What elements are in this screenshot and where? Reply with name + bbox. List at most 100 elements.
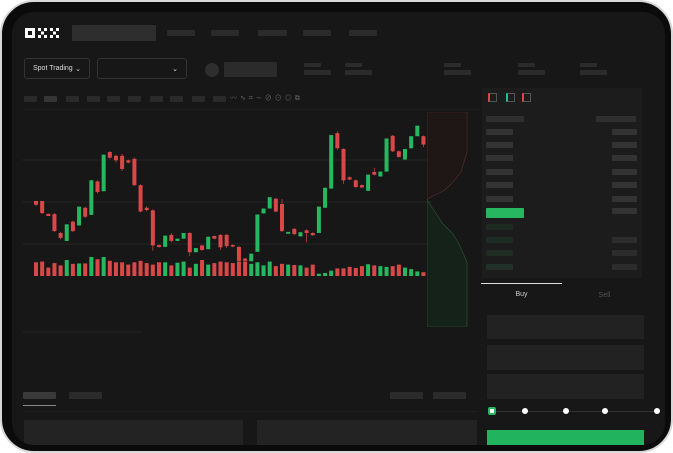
coin-icon — [205, 63, 219, 77]
fullscreen-icon[interactable]: ⧉ — [294, 95, 303, 102]
nav-item[interactable] — [303, 30, 331, 36]
slider-step-50[interactable] — [563, 408, 569, 414]
volume-bar — [126, 264, 131, 276]
volume-bar — [120, 262, 125, 276]
timeframe-button[interactable] — [24, 96, 37, 102]
filter-button[interactable] — [433, 392, 466, 399]
volume-bar — [304, 267, 309, 276]
nav-item[interactable] — [211, 30, 239, 36]
volume-bar — [243, 261, 248, 276]
tab-order-history[interactable] — [69, 392, 102, 399]
draw-line-icon[interactable]: ∼ — [255, 95, 265, 102]
orderbook-asks-icon[interactable] — [522, 93, 531, 102]
settings-icon[interactable]: ⊙ — [274, 95, 285, 102]
candle-body — [261, 208, 266, 214]
ask-size — [612, 129, 637, 135]
timeframe-button[interactable] — [107, 96, 120, 102]
percent-slider[interactable] — [488, 407, 660, 415]
candle-body — [126, 160, 131, 163]
timeframe-button[interactable] — [150, 96, 163, 102]
chart-tool-icons[interactable]: 〰∿⌗∼⊘⊙◎⧉ — [230, 93, 303, 103]
candlestick-chart[interactable] — [22, 112, 432, 372]
pair-dropdown[interactable]: ⌄ — [97, 58, 187, 79]
amount-input[interactable] — [487, 345, 644, 370]
tab-buy[interactable]: Buy — [515, 291, 528, 298]
candle-body — [292, 228, 297, 235]
timeframe-button[interactable] — [128, 96, 141, 102]
timeframe-button[interactable] — [44, 96, 57, 102]
volume-bar — [316, 273, 321, 276]
tab-open-orders[interactable] — [23, 392, 56, 399]
nav-item[interactable] — [258, 30, 287, 36]
volume-bar — [83, 263, 88, 276]
volume-bar — [46, 267, 51, 276]
volume-bar — [175, 262, 180, 276]
tab-sell[interactable]: Sell — [598, 292, 611, 299]
nav-item[interactable] — [349, 30, 377, 36]
stat-label — [580, 63, 597, 67]
candle-body — [46, 213, 51, 217]
slider-step-100[interactable] — [654, 408, 660, 414]
indicator-icon[interactable]: 〰 — [230, 95, 240, 102]
volume-bar — [113, 262, 118, 276]
buy-button[interactable] — [487, 430, 644, 445]
volume-bar — [261, 265, 266, 276]
slider-step-25[interactable] — [522, 408, 528, 414]
candle-body — [409, 136, 414, 149]
stat-value — [304, 70, 331, 75]
candle-body — [273, 198, 278, 212]
screenshot-icon[interactable]: ◎ — [284, 95, 295, 102]
orderbook-both-icon[interactable] — [488, 93, 497, 102]
timeframe-button[interactable] — [87, 96, 100, 102]
timeframe-button[interactable] — [213, 96, 226, 102]
slider-step-75[interactable] — [602, 408, 608, 414]
total-input[interactable] — [487, 374, 644, 399]
search-bar[interactable] — [72, 25, 156, 41]
bid-size — [612, 250, 637, 256]
candle-body — [206, 236, 211, 250]
candle-body — [298, 232, 303, 237]
ask-price — [486, 196, 513, 202]
ask-depth-area — [427, 112, 468, 201]
filter-button[interactable] — [390, 392, 423, 399]
slider-handle[interactable] — [488, 407, 496, 415]
candle-body — [236, 246, 241, 261]
volume-bar — [372, 265, 377, 276]
candle-body — [316, 206, 321, 233]
interval-icon[interactable]: ⌗ — [248, 95, 256, 102]
market-type-dropdown[interactable]: Spot Trading ⌄ — [24, 58, 90, 79]
volume-bar — [52, 263, 57, 276]
volume-bar — [396, 264, 401, 276]
volume-bar — [212, 263, 217, 276]
stat-label — [444, 63, 461, 67]
timeframe-button[interactable] — [170, 96, 183, 102]
timeframe-button[interactable] — [66, 96, 79, 102]
chart-type-icon[interactable]: ∿ — [240, 95, 249, 102]
nav-item[interactable] — [167, 30, 195, 36]
candle-body — [390, 135, 395, 152]
ruler-icon[interactable]: ⊘ — [264, 95, 275, 102]
chevron-down-icon: ⌄ — [75, 65, 81, 73]
timeframe-button[interactable] — [192, 96, 205, 102]
price-input[interactable] — [487, 315, 644, 339]
volume-bar — [58, 265, 63, 276]
candle-body — [230, 245, 235, 247]
active-tab-indicator — [481, 283, 562, 284]
candle-body — [255, 214, 260, 252]
stat-value — [444, 70, 471, 75]
volume-bar — [200, 260, 205, 276]
volume-bar — [224, 262, 229, 276]
volume-bar — [292, 264, 297, 276]
ask-size — [612, 142, 637, 148]
candle-body — [58, 233, 63, 238]
volume-bar — [366, 264, 371, 276]
volume-bar — [138, 260, 143, 276]
candle-body — [157, 245, 161, 247]
candle-body — [34, 200, 38, 205]
volume-bar — [286, 264, 291, 276]
volume-bar — [193, 263, 198, 276]
orderbook-bids-icon[interactable] — [506, 93, 515, 102]
volume-bar — [70, 263, 75, 276]
volume-bar — [310, 264, 315, 276]
